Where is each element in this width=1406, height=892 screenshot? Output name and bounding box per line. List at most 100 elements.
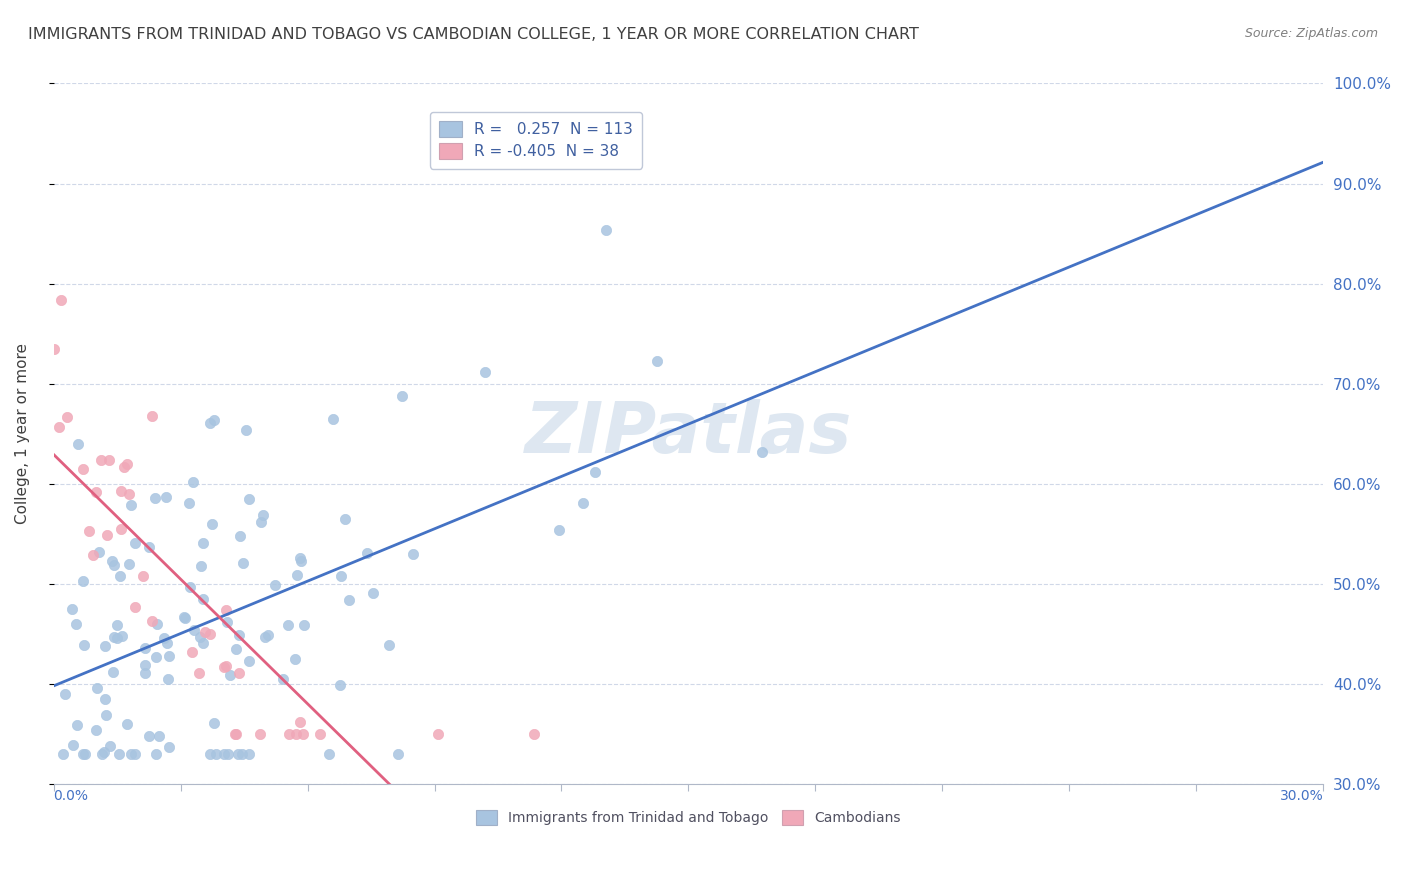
Point	[96, 528, 118, 542]
Point	[49, 293, 72, 308]
Point	[238, 654, 260, 668]
Point	[98, 453, 121, 467]
Point	[72, 747, 94, 762]
Point	[215, 615, 238, 630]
Point	[226, 747, 249, 762]
Point	[183, 475, 205, 489]
Point	[235, 423, 257, 437]
Point	[107, 618, 129, 632]
Point	[145, 747, 167, 762]
Point	[143, 491, 166, 506]
Point	[77, 524, 100, 538]
Point	[156, 673, 179, 687]
Point	[86, 681, 108, 695]
Point	[173, 609, 195, 624]
Text: 0.0%: 0.0%	[53, 789, 89, 804]
Point	[249, 727, 271, 741]
Point	[115, 717, 138, 731]
Point	[228, 628, 250, 642]
Point	[91, 747, 114, 762]
Point	[200, 627, 222, 641]
Point	[288, 714, 311, 729]
Point	[292, 618, 315, 632]
Point	[96, 707, 118, 722]
Point	[523, 727, 546, 741]
Point	[73, 747, 96, 762]
Point	[157, 739, 180, 754]
Point	[572, 496, 595, 510]
Point	[94, 639, 117, 653]
Point	[55, 687, 77, 701]
Point	[132, 569, 155, 583]
Point	[120, 747, 142, 762]
Point	[72, 574, 94, 588]
Point	[134, 641, 156, 656]
Point	[179, 580, 201, 594]
Point	[134, 657, 156, 672]
Point	[101, 554, 124, 568]
Point	[595, 222, 617, 236]
Point	[98, 739, 121, 753]
Y-axis label: College, 1 year or more: College, 1 year or more	[15, 343, 30, 524]
Point	[86, 484, 108, 499]
Point	[52, 747, 75, 762]
Point	[118, 486, 141, 500]
Point	[278, 727, 301, 741]
Point	[141, 614, 163, 628]
Point	[110, 629, 132, 643]
Point	[66, 718, 89, 732]
Point	[72, 462, 94, 476]
Point	[48, 420, 70, 434]
Point	[391, 389, 413, 403]
Point	[224, 727, 246, 741]
Point	[141, 409, 163, 423]
Point	[56, 409, 79, 424]
Point	[108, 568, 131, 582]
Point	[191, 592, 214, 607]
Point	[402, 547, 425, 561]
Point	[73, 638, 96, 652]
Point	[271, 673, 294, 687]
Point	[548, 524, 571, 538]
Point	[283, 652, 305, 666]
Point	[361, 586, 384, 600]
Point	[179, 495, 201, 509]
Legend: Immigrants from Trinidad and Tobago, Cambodians: Immigrants from Trinidad and Tobago, Cam…	[468, 802, 910, 833]
Point	[387, 747, 409, 762]
Point	[225, 641, 247, 656]
Point	[256, 628, 278, 642]
Point	[148, 729, 170, 743]
Point	[290, 554, 312, 568]
Point	[62, 739, 84, 753]
Text: IMMIGRANTS FROM TRINIDAD AND TOBAGO VS CAMBODIAN COLLEGE, 1 YEAR OR MORE CORRELA: IMMIGRANTS FROM TRINIDAD AND TOBAGO VS C…	[28, 27, 920, 42]
Point	[110, 523, 132, 537]
Point	[427, 727, 450, 741]
Point	[329, 678, 352, 692]
Point	[232, 556, 254, 570]
Point	[204, 716, 226, 731]
Point	[215, 603, 238, 617]
Point	[174, 611, 197, 625]
Point	[217, 747, 239, 762]
Point	[103, 630, 125, 644]
Point	[65, 617, 87, 632]
Point	[318, 747, 340, 762]
Point	[124, 536, 146, 550]
Point	[212, 747, 235, 762]
Point	[90, 453, 112, 467]
Point	[155, 490, 177, 504]
Point	[751, 445, 773, 459]
Text: 30.0%: 30.0%	[1279, 789, 1323, 804]
Point	[284, 727, 307, 741]
Point	[156, 635, 179, 649]
Point	[329, 568, 352, 582]
Point	[200, 416, 222, 430]
Point	[322, 412, 344, 426]
Point	[474, 365, 496, 379]
Point	[308, 727, 330, 741]
Point	[225, 727, 247, 741]
Point	[107, 747, 129, 762]
Point	[84, 723, 107, 738]
Point	[198, 747, 221, 762]
Point	[333, 512, 356, 526]
